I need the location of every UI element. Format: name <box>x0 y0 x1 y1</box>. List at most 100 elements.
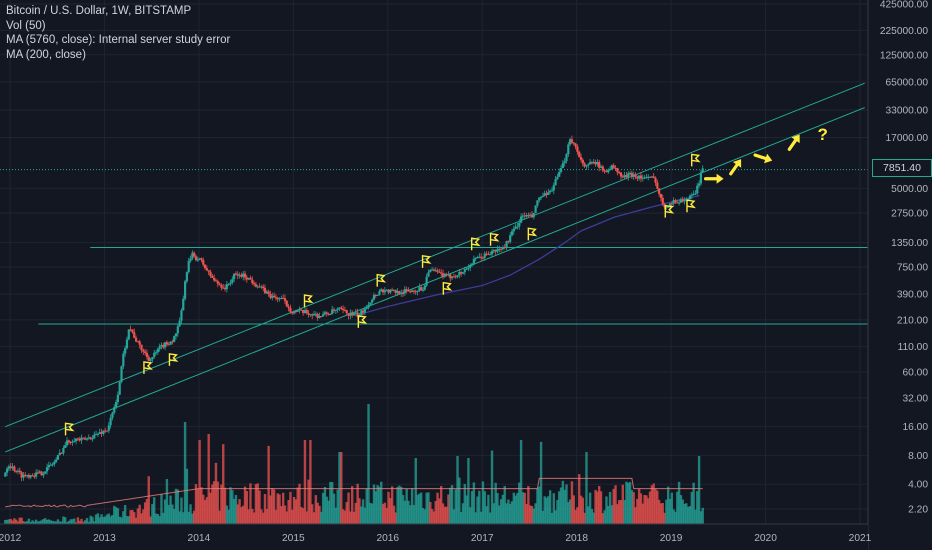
candle-body <box>656 182 659 189</box>
candle-body <box>500 248 503 250</box>
volume-ma-line <box>5 477 703 508</box>
candle-body <box>71 441 74 443</box>
volume-bar <box>96 513 100 524</box>
volume-bar <box>245 491 249 524</box>
volume-bar <box>27 518 31 524</box>
volume-bar <box>501 494 505 524</box>
volume-bar <box>621 484 624 524</box>
volume-bar <box>122 511 125 524</box>
volume-bar <box>214 462 218 524</box>
volume-bar <box>400 486 403 524</box>
volume-bar <box>607 506 610 524</box>
volume-bar <box>376 485 379 524</box>
volume-bar <box>183 422 187 524</box>
volume-bar <box>485 506 488 524</box>
candle-body <box>280 297 283 299</box>
volume-bar <box>158 516 161 524</box>
volume-bar <box>94 514 98 524</box>
volume-bar <box>403 500 407 524</box>
volume-bar <box>630 490 634 524</box>
candle-body <box>371 299 374 303</box>
candle-body <box>211 276 214 278</box>
candle-body <box>285 300 288 307</box>
volume-bar <box>196 488 199 524</box>
volume-bar <box>238 499 241 524</box>
volume-bar <box>14 519 18 524</box>
chart-legend: Bitcoin / U.S. Dollar, 1W, BITSTAMP Vol … <box>6 4 230 62</box>
arrow-head <box>764 153 773 164</box>
candle-body <box>89 437 92 440</box>
volume-bar <box>436 492 439 524</box>
candle-body <box>518 222 521 227</box>
volume-bar <box>548 490 552 524</box>
candle-body <box>336 308 339 310</box>
price-tick-label: 60.00 <box>903 367 929 378</box>
volume-bar <box>56 519 60 524</box>
volume-bar <box>251 508 254 524</box>
volume-bar <box>599 491 603 524</box>
candle-body <box>538 197 541 201</box>
volume-bar <box>494 482 497 524</box>
candle-body <box>556 176 559 180</box>
volume-bar <box>307 479 310 524</box>
volume-bar <box>530 506 534 524</box>
candle-body <box>120 366 123 383</box>
volume-bar <box>11 520 14 524</box>
candle-body <box>361 310 365 313</box>
volume-bar <box>269 495 272 524</box>
candle-body <box>636 176 639 179</box>
price-tick-label: 17000.00 <box>886 133 929 144</box>
volume-bar <box>134 517 138 524</box>
volume-bar <box>294 499 298 524</box>
volume-bar <box>470 491 474 524</box>
volume-bar <box>162 512 165 524</box>
volume-bar <box>449 487 452 524</box>
volume-bar <box>174 488 178 524</box>
price-tick-label: 4.00 <box>908 480 928 491</box>
volume-bar <box>212 481 216 524</box>
volume-bar <box>445 506 448 524</box>
volume-bar <box>320 511 323 524</box>
candle-body <box>85 438 89 440</box>
volume-bar <box>261 512 265 524</box>
candle-body <box>434 270 437 272</box>
candle-body <box>634 174 637 177</box>
candle-body <box>445 273 448 275</box>
volume-bar <box>83 520 87 524</box>
volume-bar <box>538 486 541 524</box>
volume-bar <box>392 505 396 524</box>
candle-body <box>316 313 319 319</box>
candle-body <box>641 177 644 179</box>
volume-bar <box>438 498 441 524</box>
candle-body <box>441 273 445 277</box>
volume-bar <box>410 488 414 524</box>
volume-bar <box>125 516 129 524</box>
volume-bar <box>378 486 381 524</box>
candle-body <box>122 353 125 367</box>
volume-bar <box>579 495 583 524</box>
candle-body <box>91 438 94 440</box>
volume-bar <box>447 494 450 524</box>
candle-body <box>648 176 652 178</box>
volume-bar <box>474 512 477 524</box>
candle-body <box>53 461 56 465</box>
volume-bar <box>338 452 341 524</box>
volume-bar <box>543 496 546 524</box>
volume-bar <box>198 440 201 524</box>
candle-body <box>614 167 617 169</box>
volume-bar <box>385 507 388 524</box>
volume-bar <box>570 481 574 524</box>
candle-body <box>114 402 118 408</box>
candle-body <box>667 206 670 208</box>
volume-bar <box>518 482 521 524</box>
volume-bar <box>316 502 319 524</box>
volume-bar <box>605 496 608 524</box>
time-tick-label: 2016 <box>376 533 399 544</box>
volume-bar <box>634 507 637 524</box>
candle-body <box>547 192 550 195</box>
volume-bar <box>409 505 412 524</box>
volume-bar <box>223 487 227 524</box>
volume-bar <box>267 445 270 524</box>
volume-bar <box>418 493 421 524</box>
